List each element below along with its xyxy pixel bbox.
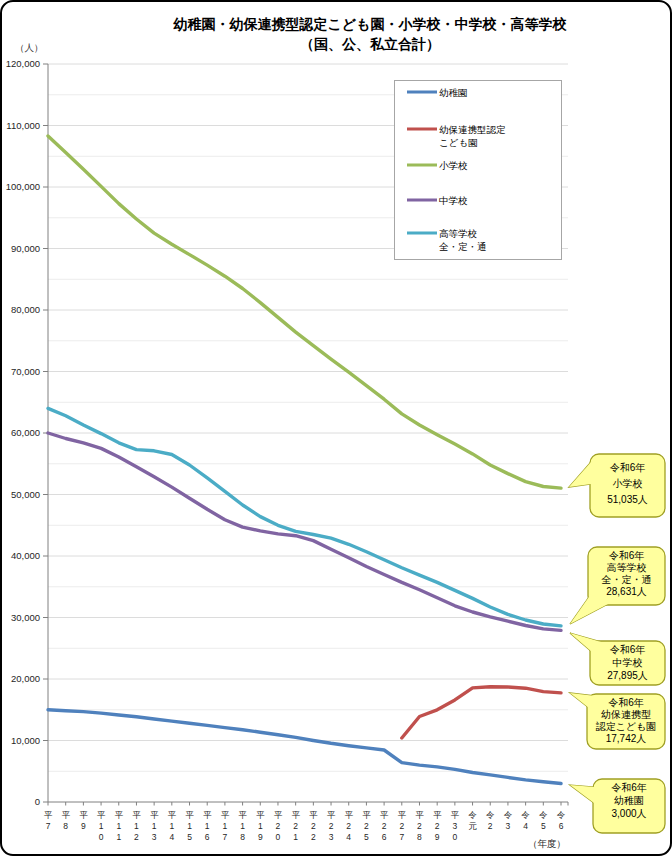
chart-svg: 0 10,000 20,000 30,000 40,000 50,000 60,000 70,… xyxy=(2,2,672,856)
y-axis-label: 100,000 xyxy=(6,181,40,192)
callout-3-line3: 17,742人 xyxy=(606,733,647,744)
x-tick-label: 平12 xyxy=(132,810,141,842)
callout-2-line2: 27,895人 xyxy=(607,670,648,681)
series-line-4 xyxy=(48,408,561,626)
callout-2: 令和6年中学校 27,895人 xyxy=(570,633,665,685)
x-tick-label: 平17 xyxy=(221,810,230,842)
y-axis-label: 20,000 xyxy=(11,673,40,684)
y-axis-label: 70,000 xyxy=(11,366,40,377)
callout-0-line2: 51,035人 xyxy=(607,494,648,505)
callout-3-line1: 幼保連携型 xyxy=(601,709,651,720)
callout-1: 令和6年高等学校全・定・通28,631人 xyxy=(570,547,665,624)
x-axis-unit-label: （年度） xyxy=(528,838,566,849)
y-axis-label: 80,000 xyxy=(11,304,40,315)
callout-4-line2: 3,000人 xyxy=(611,808,646,819)
callout-1-line1: 高等学校 xyxy=(607,562,647,573)
legend-label-0: 幼稚園 xyxy=(439,87,468,98)
y-axis-label: 60,000 xyxy=(11,427,40,438)
x-tick-label: 平27 xyxy=(398,810,407,842)
y-axis-label: 110,000 xyxy=(6,120,40,131)
x-tick-label: 平21 xyxy=(291,810,300,842)
x-tick-label: 平20 xyxy=(274,810,283,842)
x-tick-label: 平13 xyxy=(150,810,159,842)
callout-3-line0: 令和6年 xyxy=(608,697,644,708)
x-tick-label: 平23 xyxy=(327,810,336,842)
callout-3: 令和6年幼保連携型認定こども園17,742人 xyxy=(570,693,665,749)
x-tick-label: 平11 xyxy=(115,810,124,842)
callout-1-line2: 全・定・通 xyxy=(601,574,652,585)
callout-2-line0: 令和6年 xyxy=(610,644,646,655)
callout-0: 令和6年小学校 51,035人 xyxy=(569,454,665,517)
y-axis-label: 10,000 xyxy=(11,735,40,746)
x-tick-label: 平28 xyxy=(415,810,424,842)
y-axis-label: 40,000 xyxy=(11,550,40,561)
x-tick-label: 令4 xyxy=(521,810,530,831)
x-tick-label: 平22 xyxy=(309,810,318,842)
y-axis-label: 120,000 xyxy=(6,58,40,69)
legend-label-2: 小学校 xyxy=(439,160,468,171)
x-tick-label: 令3 xyxy=(504,810,513,831)
x-tick-label: 令2 xyxy=(486,810,495,831)
x-tick-label: 平29 xyxy=(433,810,442,842)
x-tick-label: 平16 xyxy=(203,810,212,842)
callout-3-line2: 認定こども園 xyxy=(596,721,657,732)
x-tick-label: 令6 xyxy=(557,810,566,831)
y-axis-label: 0 xyxy=(35,796,40,807)
legend-label-3: 中学校 xyxy=(439,195,468,206)
callout-1-line3: 28,631人 xyxy=(606,586,647,597)
callout-0-line0: 令和6年 xyxy=(610,462,646,473)
x-tick-label: 平15 xyxy=(185,810,194,842)
x-tick-label: 平26 xyxy=(380,810,389,842)
x-tick-label: 令5 xyxy=(539,810,548,831)
x-tick-label: 平10 xyxy=(97,810,106,842)
page-frame: 幼稚園・幼保連携型認定こども園・小学校・中学校・高等学校 （国、公、私立合計） … xyxy=(0,0,672,856)
callout-4-line0: 令和6年 xyxy=(611,782,647,793)
x-tick-label: 平9 xyxy=(79,810,88,831)
x-tick-label: 平24 xyxy=(344,810,353,842)
y-axis-label: 30,000 xyxy=(11,612,40,623)
callout-4-line1: 幼稚園 xyxy=(614,795,644,806)
callout-1-line0: 令和6年 xyxy=(609,550,645,561)
x-tick-label: 令元 xyxy=(468,810,477,831)
callout-4: 令和6年幼稚園 3,000人 xyxy=(570,779,665,833)
y-axis-label: 90,000 xyxy=(11,243,40,254)
x-tick-label: 平14 xyxy=(168,810,177,842)
x-tick-label: 平25 xyxy=(362,810,371,842)
x-tick-label: 平19 xyxy=(256,810,265,842)
x-tick-label: 平8 xyxy=(61,810,70,831)
x-tick-label: 平30 xyxy=(451,810,460,842)
y-axis-label: 50,000 xyxy=(11,489,40,500)
series-line-1 xyxy=(402,687,561,738)
series-line-0 xyxy=(48,710,561,784)
x-tick-label: 平18 xyxy=(238,810,247,842)
callout-2-line1: 中学校 xyxy=(613,657,643,668)
x-tick-label: 平7 xyxy=(44,810,53,831)
callout-0-line1: 小学校 xyxy=(613,478,643,489)
